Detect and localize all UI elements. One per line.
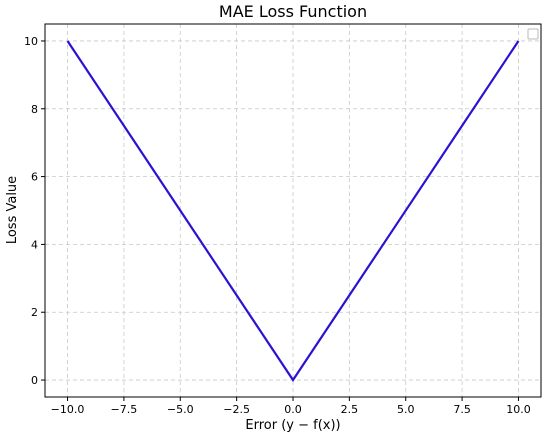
y-tick-label: 8	[31, 103, 38, 116]
x-tick-label: −5.0	[167, 403, 194, 416]
x-tick-label: −7.5	[111, 403, 138, 416]
x-tick-label: 10.0	[506, 403, 531, 416]
grid	[45, 24, 541, 397]
x-tick-label: 7.5	[453, 403, 471, 416]
legend-box	[527, 28, 539, 40]
chart-title: MAE Loss Function	[219, 2, 367, 21]
x-tick-label: 0.0	[284, 403, 302, 416]
x-axis: −10.0 −7.5 −5.0 −2.5 0.0 2.5 5.0 7.5 10.0	[51, 397, 531, 416]
y-tick-label: 6	[31, 171, 38, 184]
series-group	[66, 40, 520, 383]
x-tick-label: 5.0	[397, 403, 415, 416]
y-tick-label: 2	[31, 306, 38, 319]
x-tick-label: 2.5	[341, 403, 359, 416]
series-line-0	[66, 40, 520, 383]
x-tick-label: −10.0	[51, 403, 85, 416]
x-axis-label: Error (y − f(x))	[245, 418, 340, 433]
y-tick-label: 10	[24, 35, 38, 48]
x-tick-label: −2.5	[223, 403, 250, 416]
y-axis-label: Loss Value	[5, 176, 20, 244]
y-tick-label: 0	[31, 374, 38, 387]
y-tick-label: 4	[31, 238, 38, 251]
y-axis: 0 2 4 6 8 10	[24, 35, 45, 387]
